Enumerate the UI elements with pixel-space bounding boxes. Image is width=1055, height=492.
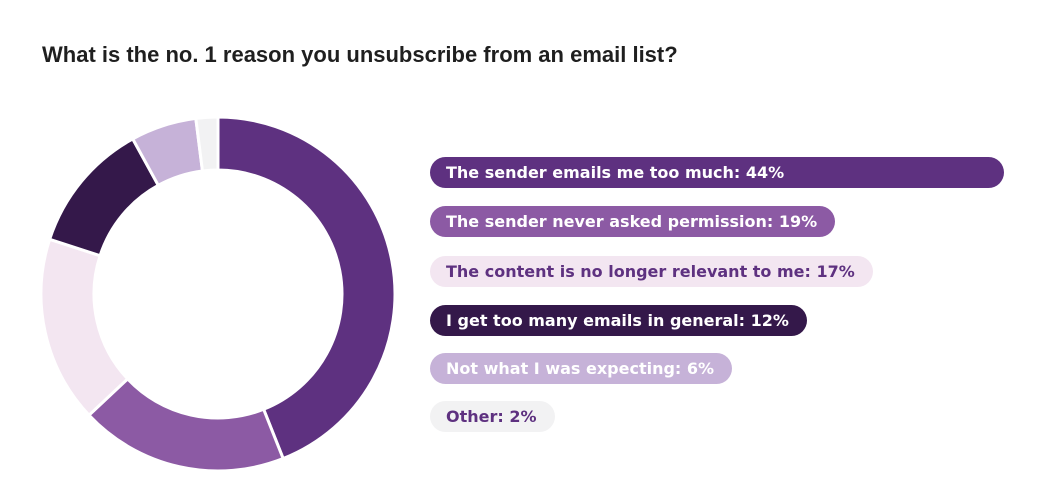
legend-item-content-not-relevant: The content is no longer relevant to me:…	[430, 256, 873, 287]
chart-title: What is the no. 1 reason you unsubscribe…	[42, 42, 678, 67]
slice-emails-too-much	[216, 115, 397, 461]
slice-content-not-relevant	[39, 237, 130, 418]
legend-item-other: Other: 2%	[430, 401, 555, 432]
legend-item-emails-too-much: The sender emails me too much: 44%	[430, 157, 1004, 188]
slice-other	[194, 115, 220, 173]
legend-item-never-asked-permission: The sender never asked permission: 19%	[430, 206, 835, 237]
slice-never-asked-permission	[86, 376, 286, 473]
legend-item-not-expecting: Not what I was expecting: 6%	[430, 353, 732, 384]
legend-item-too-many-emails: I get too many emails in general: 12%	[430, 305, 807, 336]
